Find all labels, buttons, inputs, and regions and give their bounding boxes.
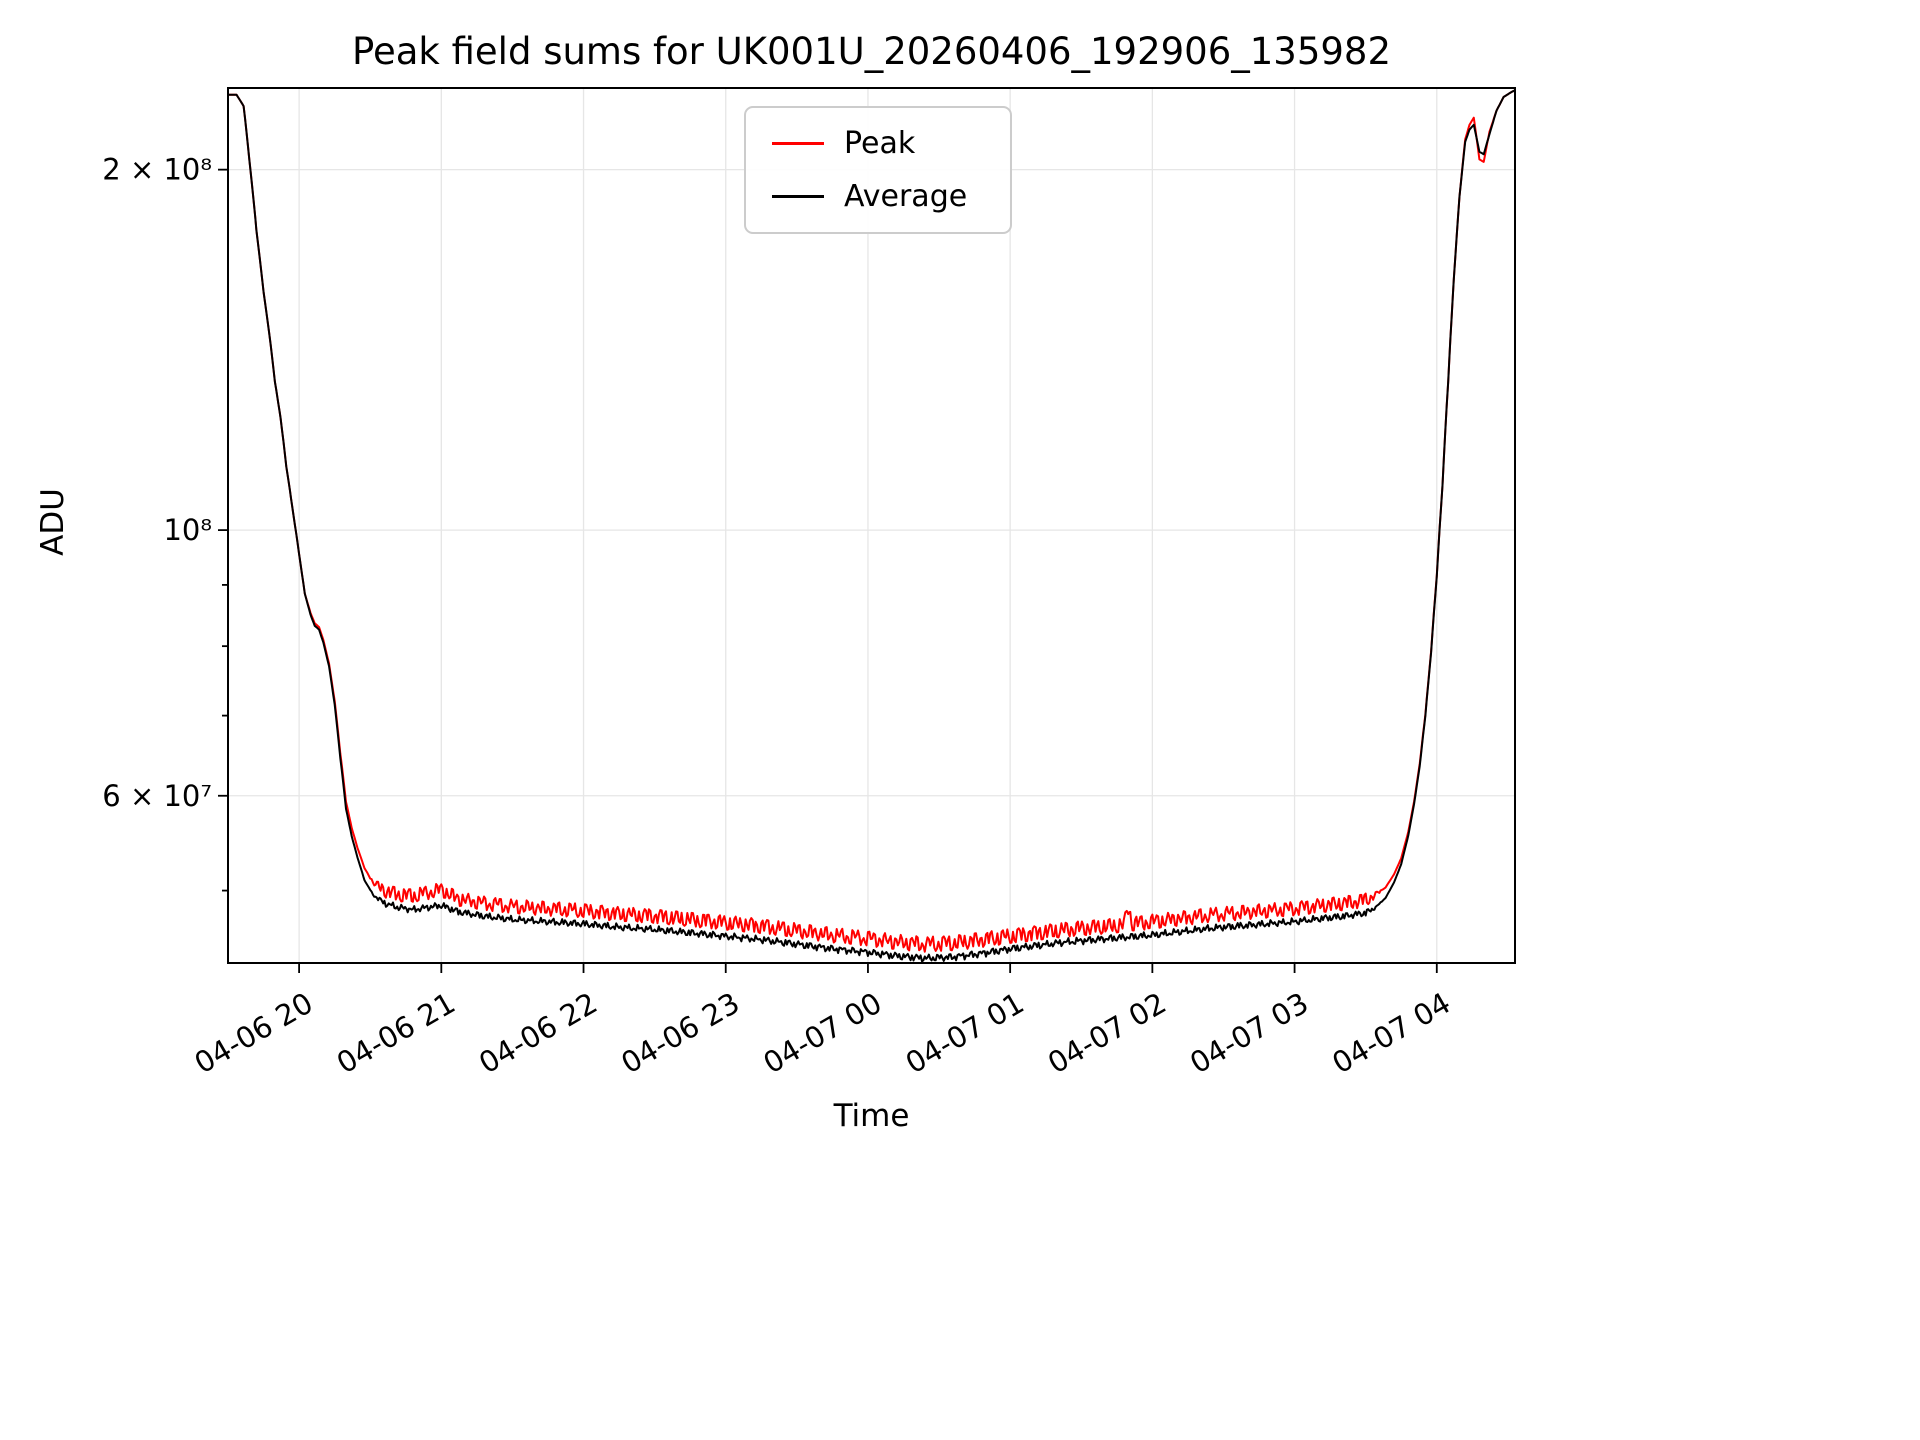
y-tick-label: 10⁸ bbox=[163, 513, 212, 547]
legend-label-average: Average bbox=[844, 179, 968, 214]
series-group bbox=[228, 89, 1515, 963]
legend-line-average bbox=[772, 195, 824, 198]
x-tick-label: 04-07 02 bbox=[1042, 986, 1172, 1081]
axes-frame bbox=[227, 87, 1516, 964]
x-tick-label: 04-07 00 bbox=[758, 986, 888, 1081]
x-tick-label: 04-06 22 bbox=[473, 986, 603, 1081]
legend-label-peak: Peak bbox=[844, 126, 916, 161]
gridlines bbox=[228, 88, 1515, 963]
x-tick-label: 04-07 01 bbox=[900, 986, 1030, 1081]
tick-marks bbox=[218, 168, 1438, 973]
legend-item-peak: Peak bbox=[772, 126, 984, 161]
x-tick-label: 04-06 20 bbox=[189, 986, 319, 1081]
y-tick-label: 6 × 10⁷ bbox=[102, 779, 212, 813]
x-axis-label: Time bbox=[833, 1098, 910, 1134]
y-axis-label: ADU bbox=[35, 488, 71, 556]
series-line-average bbox=[228, 89, 1515, 963]
x-tick-label: 04-06 23 bbox=[615, 986, 745, 1081]
legend-line-peak bbox=[772, 142, 824, 145]
x-tick-label: 04-06 21 bbox=[331, 986, 461, 1081]
x-tick-label: 04-07 04 bbox=[1326, 986, 1456, 1081]
series-line-peak bbox=[228, 89, 1515, 953]
legend: Peak Average bbox=[744, 106, 1012, 234]
x-tick-label: 04-07 03 bbox=[1184, 986, 1314, 1081]
legend-item-average: Average bbox=[772, 179, 984, 214]
y-tick-label: 2 × 10⁸ bbox=[102, 153, 212, 187]
chart-title: Peak field sums for UK001U_20260406_1929… bbox=[351, 30, 1392, 73]
